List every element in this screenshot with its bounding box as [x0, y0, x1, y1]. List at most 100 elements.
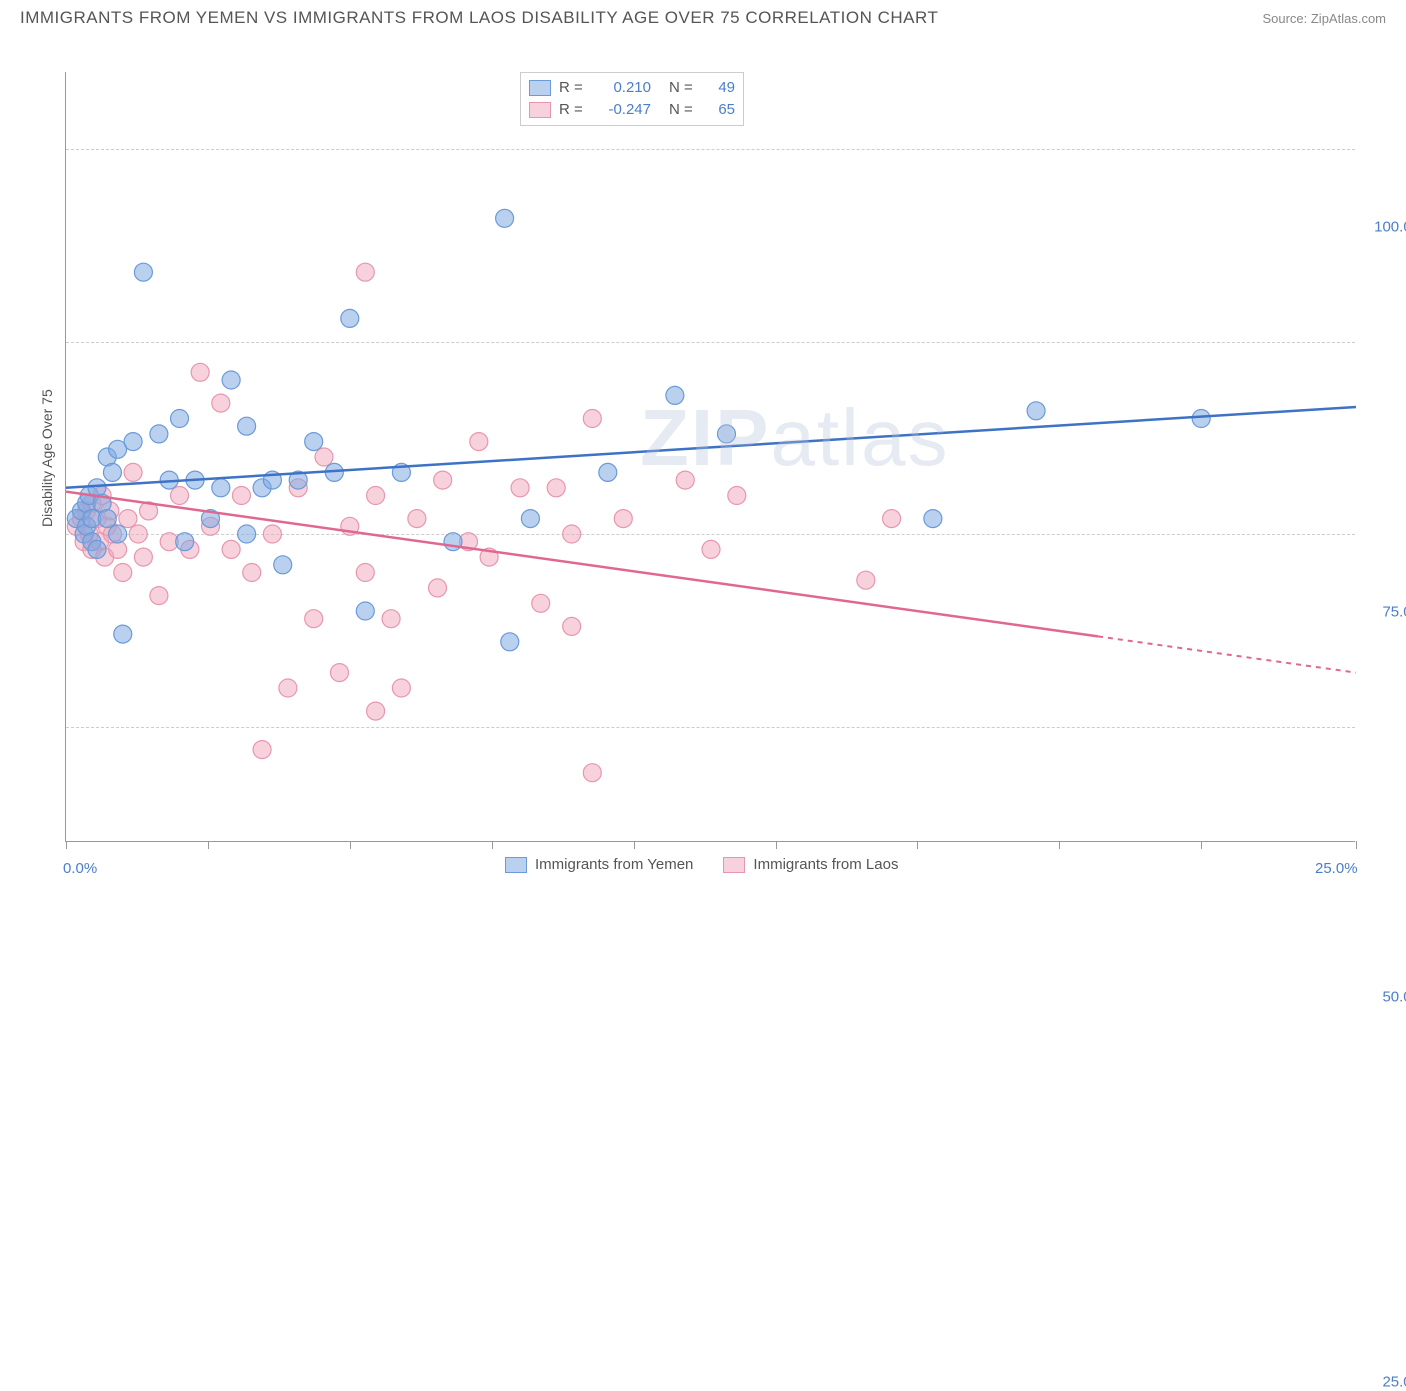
data-point — [470, 433, 488, 451]
plot-area: 25.0%50.0%75.0%100.0% — [65, 72, 1355, 842]
legend-item: Immigrants from Laos — [723, 856, 898, 873]
y-tick-label: 25.0% — [1365, 1374, 1406, 1391]
x-tick — [1201, 841, 1202, 849]
legend-swatch — [529, 102, 551, 118]
data-point — [367, 702, 385, 720]
data-point — [676, 471, 694, 489]
plot-svg — [66, 72, 1356, 842]
data-point — [666, 386, 684, 404]
legend-bottom: Immigrants from Yemen Immigrants from Lao… — [505, 856, 898, 873]
data-point — [243, 564, 261, 582]
data-point — [212, 479, 230, 497]
data-point — [924, 510, 942, 528]
x-tick — [492, 841, 493, 849]
data-point — [114, 564, 132, 582]
data-point — [305, 433, 323, 451]
data-point — [150, 425, 168, 443]
legend-n-value: 49 — [705, 77, 735, 99]
x-label-left: 0.0% — [63, 860, 97, 877]
x-label-right: 25.0% — [1315, 860, 1358, 877]
data-point — [728, 487, 746, 505]
data-point — [702, 540, 720, 558]
x-tick — [66, 841, 67, 849]
data-point — [98, 510, 116, 528]
data-point — [212, 394, 230, 412]
data-point — [279, 679, 297, 697]
data-point — [501, 633, 519, 651]
x-tick — [634, 841, 635, 849]
legend-n-value: 65 — [705, 99, 735, 121]
legend-r-label: R = — [559, 99, 587, 121]
data-point — [429, 579, 447, 597]
data-point — [134, 548, 152, 566]
legend-swatch — [505, 857, 527, 873]
data-point — [883, 510, 901, 528]
data-point — [521, 510, 539, 528]
data-point — [857, 571, 875, 589]
x-tick — [917, 841, 918, 849]
data-point — [382, 610, 400, 628]
data-point — [191, 363, 209, 381]
data-point — [103, 463, 121, 481]
data-point — [496, 209, 514, 227]
x-tick — [1356, 841, 1357, 849]
data-point — [114, 625, 132, 643]
data-point — [315, 448, 333, 466]
data-point — [330, 664, 348, 682]
legend-swatch — [723, 857, 745, 873]
trend-line — [66, 407, 1356, 488]
y-tick-label: 100.0% — [1365, 219, 1406, 236]
data-point — [1192, 410, 1210, 428]
data-point — [238, 417, 256, 435]
data-point — [253, 741, 271, 759]
data-point — [134, 263, 152, 281]
chart-title: IMMIGRANTS FROM YEMEN VS IMMIGRANTS FROM… — [20, 8, 938, 28]
data-point — [511, 479, 529, 497]
data-point — [717, 425, 735, 443]
legend-item: Immigrants from Yemen — [505, 856, 693, 873]
data-point — [124, 433, 142, 451]
trend-line — [66, 492, 1098, 637]
y-tick-label: 50.0% — [1365, 989, 1406, 1006]
data-point — [119, 510, 137, 528]
legend-stats-row: R =0.210N =49 — [529, 77, 735, 99]
data-point — [222, 540, 240, 558]
legend-label: Immigrants from Yemen — [535, 856, 693, 873]
x-tick — [776, 841, 777, 849]
data-point — [176, 533, 194, 551]
data-point — [408, 510, 426, 528]
x-tick — [350, 841, 351, 849]
data-point — [109, 525, 127, 543]
legend-stats-row: R = -0.247 N = 65 — [529, 99, 735, 121]
legend-r-value: -0.247 — [595, 99, 651, 121]
data-point — [532, 594, 550, 612]
data-point — [305, 610, 323, 628]
data-point — [356, 602, 374, 620]
data-point — [232, 487, 250, 505]
data-point — [583, 410, 601, 428]
data-point — [583, 764, 601, 782]
data-point — [356, 263, 374, 281]
y-tick-label: 75.0% — [1365, 604, 1406, 621]
chart-wrapper: 25.0%50.0%75.0%100.0%0.0%25.0%Disability… — [20, 32, 1386, 862]
legend-stats: R =0.210N =49R =-0.247N =65 — [520, 72, 744, 126]
legend-r-label: R = — [559, 77, 587, 99]
source-text: Source: ZipAtlas.com — [1262, 11, 1386, 26]
data-point — [124, 463, 142, 481]
legend-swatch — [529, 80, 551, 96]
x-tick — [1059, 841, 1060, 849]
data-point — [88, 540, 106, 558]
data-point — [171, 410, 189, 428]
y-axis-label: Disability Age Over 75 — [39, 389, 55, 527]
data-point — [129, 525, 147, 543]
data-point — [341, 309, 359, 327]
data-point — [238, 525, 256, 543]
data-point — [614, 510, 632, 528]
data-point — [392, 679, 410, 697]
legend-n-label: N = — [669, 77, 697, 99]
legend-n-label: N = — [669, 99, 697, 121]
data-point — [171, 487, 189, 505]
data-point — [274, 556, 292, 574]
data-point — [222, 371, 240, 389]
data-point — [563, 525, 581, 543]
